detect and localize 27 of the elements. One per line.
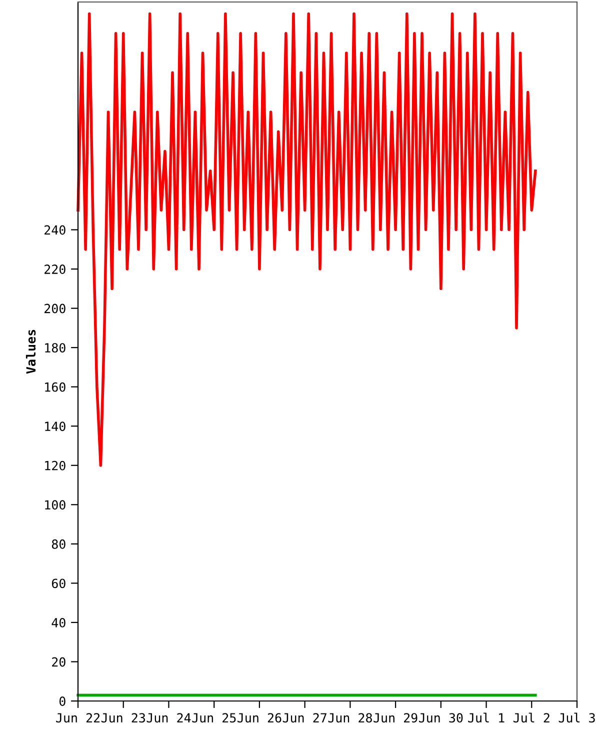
y-tick-label: 140 xyxy=(45,422,66,432)
y-tick-label: 80 xyxy=(52,539,66,549)
x-tick-label: Jul 1 xyxy=(468,712,504,723)
y-tick-label: 60 xyxy=(52,578,66,588)
x-tick-label: Jul 3 xyxy=(558,712,595,723)
x-tick-label: Jun 24 xyxy=(146,713,191,723)
y-tick-label: 220 xyxy=(44,264,66,274)
x-tick-label: Jun 30 xyxy=(419,713,463,723)
x-tick-label: Jun 29 xyxy=(374,713,418,723)
y-tick-label: 0 xyxy=(59,696,66,706)
x-tick-label: Jun 28 xyxy=(328,713,372,723)
y-tick-label: 40 xyxy=(52,618,66,628)
y-tick-label: 240 xyxy=(44,225,66,235)
y-tick-label: 200 xyxy=(44,304,66,314)
y-tick-label: 180 xyxy=(45,343,66,353)
y-tick-label: 160 xyxy=(45,382,66,392)
y-tick-label: 120 xyxy=(45,460,66,470)
line-series xyxy=(76,12,537,467)
x-tick-label: Jun 26 xyxy=(238,713,282,723)
x-tick-label: Jul 2 xyxy=(513,712,550,723)
y-tick-label: 100 xyxy=(45,500,66,510)
x-tick-label: Jun 22 xyxy=(56,713,100,723)
x-tick-label: Jun 27 xyxy=(282,713,326,723)
y-tick-label: 20 xyxy=(52,657,66,667)
x-tick-label: Jun 23 xyxy=(101,713,145,723)
y-axis-title: Values xyxy=(26,330,36,374)
x-tick-label: Jun 25 xyxy=(192,713,236,723)
